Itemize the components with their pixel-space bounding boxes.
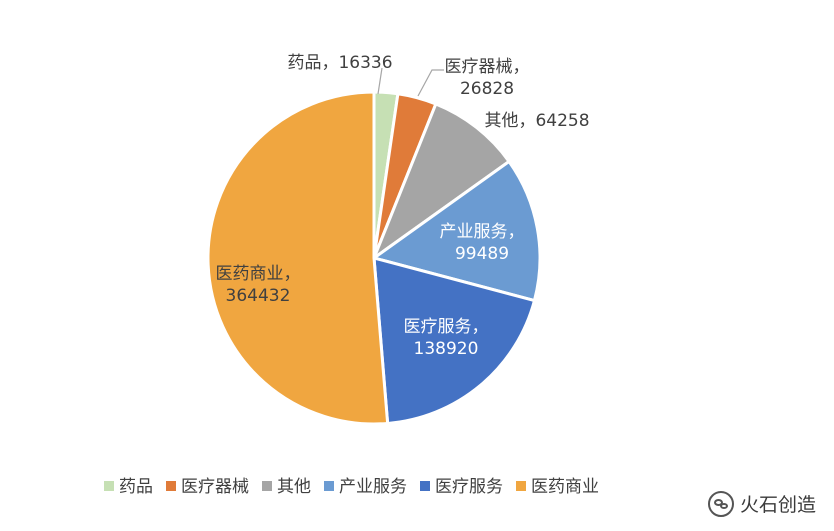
legend: 药品 医疗器械 其他 产业服务 医疗服务 医药商业 xyxy=(104,477,599,497)
pie-slice-3 xyxy=(370,159,542,303)
legend-label-0: 药品 xyxy=(119,477,153,497)
watermark: 火石创造 xyxy=(707,490,816,517)
leader-lines xyxy=(377,67,444,97)
watermark-text: 火石创造 xyxy=(739,494,816,516)
slice-label-4: 医疗服务， 138920 xyxy=(404,317,489,359)
legend-swatch-5 xyxy=(516,481,526,491)
legend-label-2: 其他 xyxy=(277,477,311,497)
legend-swatch-4 xyxy=(420,481,430,491)
legend-label-5: 医药商业 xyxy=(531,477,599,497)
wechat-icon xyxy=(707,490,734,517)
slice-label-3: 产业服务， 99489 xyxy=(440,222,525,264)
slice-label-2: 其他，64258 xyxy=(484,111,589,131)
slice-labels: 药品，16336 医疗器械， 26828 其他，64258 产业服务， 99489 医疗服务… xyxy=(216,53,590,359)
legend-label-1: 医疗器械 xyxy=(181,477,249,497)
slice-label-5: 医药商业， 364432 xyxy=(216,264,301,306)
legend-swatch-2 xyxy=(262,481,272,491)
pie-slice-2 xyxy=(370,102,512,263)
slice-label-0: 药品，16336 xyxy=(287,53,392,73)
legend-swatch-0 xyxy=(104,481,114,491)
slice-label-1: 医疗器械， 26828 xyxy=(445,57,530,99)
leader-line-0 xyxy=(377,67,383,95)
legend-label-4: 医疗服务 xyxy=(435,477,503,497)
pie-slices xyxy=(206,90,542,426)
leader-line-1 xyxy=(417,69,444,97)
pie-slice-5 xyxy=(206,90,390,426)
pie-slice-4 xyxy=(372,256,537,426)
legend-label-3: 产业服务 xyxy=(339,477,407,497)
legend-swatch-3 xyxy=(324,481,334,491)
legend-swatch-1 xyxy=(166,481,176,491)
